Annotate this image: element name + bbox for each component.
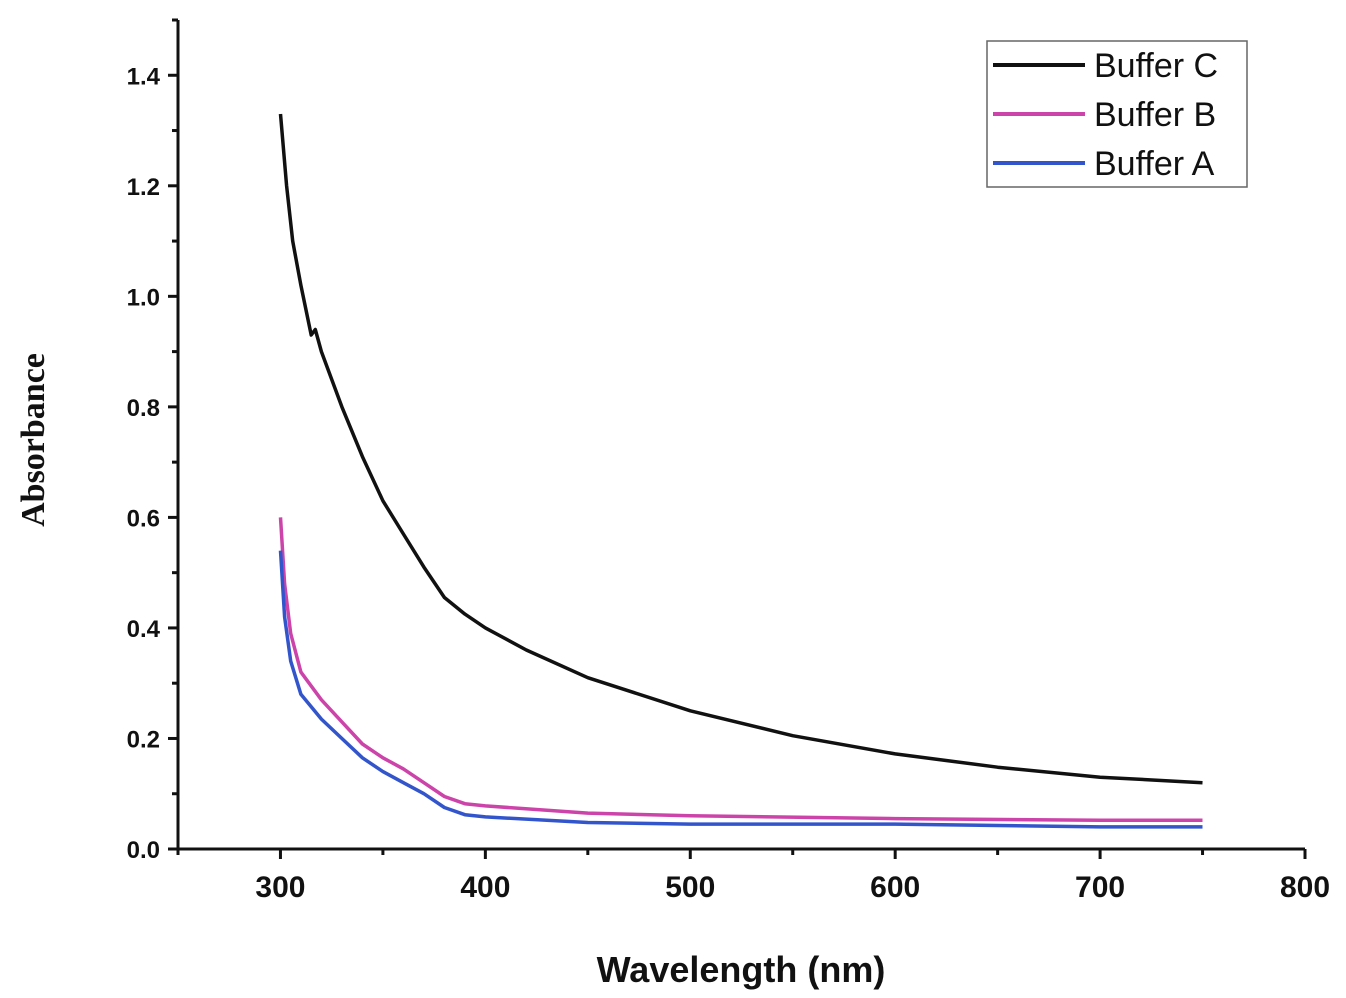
x-tick-label: 600 (870, 871, 920, 904)
y-axis-label: Absorbance (15, 353, 52, 527)
x-axis-label: Wavelength (nm) (597, 949, 886, 990)
y-tick-label: 1.0 (127, 284, 160, 311)
y-tick-label: 1.2 (127, 174, 160, 201)
series-line-buffer-c (278, 113, 1203, 785)
y-tick-label: 0.4 (127, 616, 161, 643)
x-tick-label: 800 (1280, 871, 1330, 904)
y-tick-label: 1.4 (127, 63, 161, 90)
x-tick-label: 300 (255, 871, 305, 904)
y-tick-label: 0.8 (127, 395, 160, 422)
series-lines (278, 113, 1203, 829)
legend-label: Buffer B (1094, 96, 1216, 134)
x-tick-label: 500 (665, 871, 715, 904)
y-tick-label: 0.0 (127, 837, 160, 864)
x-tick-label: 400 (460, 871, 510, 904)
series-line-buffer-a (278, 550, 1203, 829)
legend-label: Buffer A (1094, 145, 1215, 183)
axes: 300 400 500 600 700 800 0.0 0.2 0.4 0.6 0.8 1.0 1.2 1… (127, 18, 1330, 904)
legend-label: Buffer C (1094, 47, 1218, 85)
x-tick-label: 700 (1075, 871, 1125, 904)
series-line-buffer-b (278, 517, 1203, 823)
y-tick-label: 0.6 (127, 505, 160, 532)
legend: Buffer C Buffer B Buffer A (986, 40, 1248, 188)
y-tick-label: 0.2 (127, 726, 160, 753)
